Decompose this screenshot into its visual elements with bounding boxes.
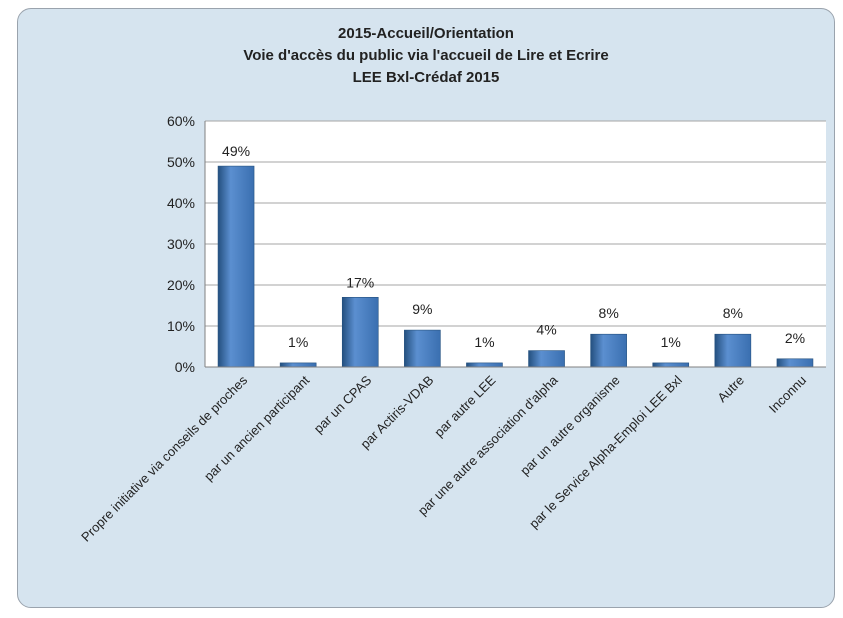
y-tick-label: 50%: [167, 154, 195, 170]
data-label: 1%: [288, 334, 308, 350]
category-label: par un ancien participant: [201, 372, 313, 484]
bar: [404, 329, 441, 368]
y-tick-label: 10%: [167, 318, 195, 334]
data-label: 2%: [785, 330, 805, 346]
bar: [341, 296, 379, 368]
bar: [776, 358, 814, 368]
chart-title-line-2: Voie d'accès du public via l'accueil de …: [243, 47, 609, 64]
chart-title: 2015-Accueil/Orientation Voie d'accès du…: [18, 23, 834, 89]
data-label: 1%: [661, 334, 681, 350]
chart-title-line-3: LEE Bxl-Crédaf 2015: [352, 69, 500, 86]
chart-title-line-1: 2015-Accueil/Orientation: [338, 25, 514, 42]
data-label: 17%: [346, 274, 374, 290]
bar: [652, 362, 690, 368]
category-label: Autre: [714, 373, 747, 406]
data-label: 1%: [474, 334, 494, 350]
chart-frame: 2015-Accueil/Orientation Voie d'accès du…: [17, 8, 835, 608]
bar-chart-svg: 0% 10% 20% 30% 40% 50% 60% 49% 1% 17% 9% 1% 4% 8% 1% 8%…: [78, 113, 826, 545]
y-tick-label: 20%: [167, 277, 195, 293]
data-label: 8%: [723, 305, 743, 321]
y-tick-label: 30%: [167, 236, 195, 252]
bar: [466, 362, 503, 368]
y-tick-label: 60%: [167, 113, 195, 129]
y-tick-label: 0%: [175, 359, 195, 375]
y-tick-label: 40%: [167, 195, 195, 211]
bar: [279, 362, 317, 368]
category-label: par un CPAS: [311, 372, 375, 436]
data-label: 4%: [536, 322, 556, 338]
category-label: par autre LEE: [431, 372, 499, 440]
bar: [217, 165, 255, 368]
bar: [528, 350, 565, 368]
category-label: Inconnu: [766, 373, 809, 416]
data-label: 9%: [412, 301, 432, 317]
bar: [714, 333, 752, 368]
data-label: 8%: [599, 305, 619, 321]
data-label: 49%: [222, 143, 250, 159]
bar: [590, 333, 627, 368]
